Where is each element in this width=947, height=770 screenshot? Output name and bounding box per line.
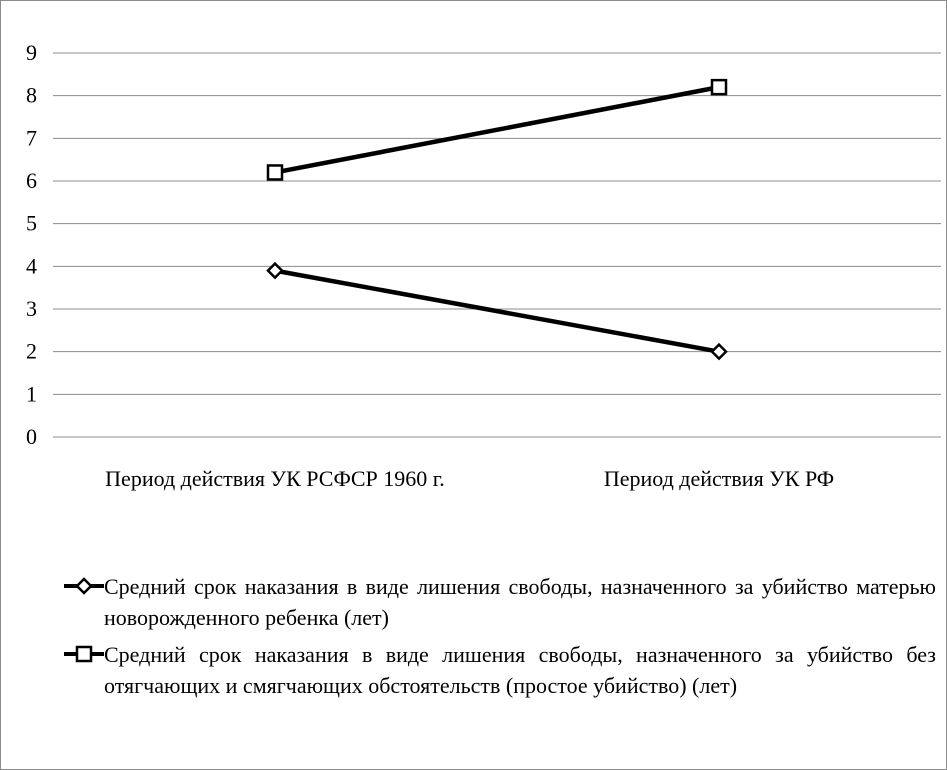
y-tick-label-4: 4 <box>26 253 37 278</box>
y-tick-label-7: 7 <box>26 125 37 150</box>
y-tick-label-6: 6 <box>26 168 37 193</box>
square-marker-icon <box>64 645 104 663</box>
y-tick-label-3: 3 <box>26 296 37 321</box>
x-axis-categories: Период действия УК РСФСР 1960 г. Период д… <box>105 466 834 491</box>
diamond-marker-icon <box>64 577 104 595</box>
y-tick-label-8: 8 <box>26 83 37 108</box>
y-tick-label-1: 1 <box>26 381 37 406</box>
x-category-label-1: Период действия УК РСФСР 1960 г. <box>105 466 445 491</box>
y-tick-label-0: 0 <box>26 424 37 449</box>
series-2-point-1 <box>266 164 284 181</box>
series-2-line <box>274 84 720 175</box>
y-axis-ticks: 0 1 2 3 4 5 6 7 8 9 <box>26 40 37 449</box>
y-tick-label-9: 9 <box>26 40 37 65</box>
series-1-line <box>274 268 720 354</box>
legend: Средний срок наказания в виде лишения св… <box>1 571 946 707</box>
legend-item-series-1: Средний срок наказания в виде лишения св… <box>1 571 946 633</box>
legend-label-series-1: Средний срок наказания в виде лишения св… <box>104 574 936 630</box>
series-lines <box>266 78 728 361</box>
gridlines <box>53 52 941 438</box>
y-tick-label-2: 2 <box>26 339 37 364</box>
series-1-point-1 <box>266 261 284 280</box>
y-tick-label-5: 5 <box>26 211 37 236</box>
legend-label-series-2: Средний срок наказания в виде лишения св… <box>104 642 936 698</box>
x-category-label-2: Период действия УК РФ <box>604 466 834 491</box>
line-chart: 0 1 2 3 4 5 6 7 8 9 Период действия УК РСФСР 1960… <box>26 40 941 491</box>
series-2-point-2 <box>710 78 728 96</box>
legend-item-series-2: Средний срок наказания в виде лишения св… <box>1 639 946 701</box>
series-1-point-2 <box>710 342 728 361</box>
